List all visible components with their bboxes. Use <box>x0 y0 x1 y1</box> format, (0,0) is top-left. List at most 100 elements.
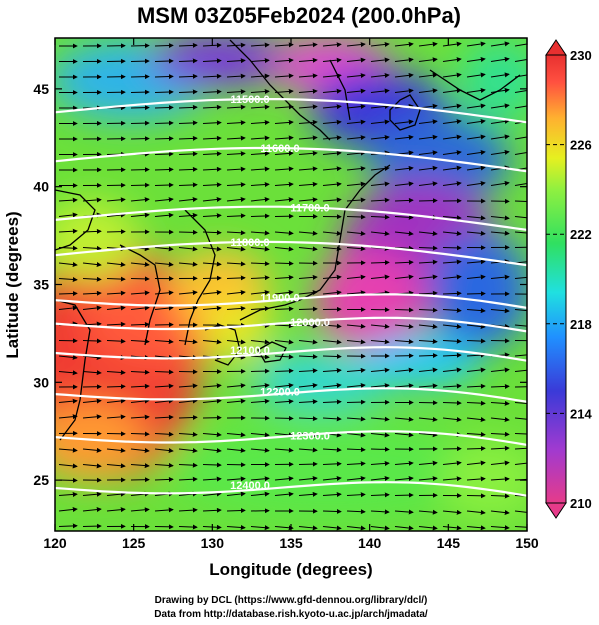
wind-arrow <box>370 197 390 203</box>
wind-arrow <box>58 291 78 297</box>
wind-arrow <box>466 181 486 186</box>
height-contour-line <box>55 146 527 173</box>
wind-arrow <box>370 416 390 422</box>
wind-arrow <box>322 339 342 345</box>
wind-arrow <box>82 245 102 251</box>
wind-arrow <box>202 58 222 64</box>
wind-arrow <box>346 166 366 172</box>
wind-arrow <box>154 339 174 345</box>
wind-arrow <box>250 246 270 252</box>
wind-arrow <box>274 415 294 421</box>
wind-arrow <box>154 212 174 218</box>
wind-arrow <box>178 42 198 48</box>
wind-arrow <box>346 181 366 187</box>
wind-arrow <box>346 150 366 156</box>
wind-arrow <box>442 324 462 330</box>
wind-arrow <box>274 339 294 345</box>
wind-arrow <box>322 135 342 141</box>
wind-arrow <box>154 58 174 64</box>
wind-arrow <box>418 509 438 515</box>
wind-arrow <box>466 525 486 531</box>
wind-arrow <box>274 181 294 187</box>
wind-arrow <box>346 197 366 203</box>
wind-arrow <box>370 509 390 515</box>
wind-arrow <box>298 166 318 172</box>
y-axis-label: Latitude (degrees) <box>3 211 22 358</box>
wind-arrow <box>82 414 102 420</box>
wind-arrow <box>178 89 198 95</box>
wind-arrow <box>514 417 527 420</box>
wind-arrow <box>250 120 270 126</box>
contour-label: 12100.0 <box>230 345 270 357</box>
wind-arrow <box>514 231 527 234</box>
wind-arrow <box>346 57 366 63</box>
wind-arrow <box>130 507 150 513</box>
wind-arrow <box>106 338 126 344</box>
wind-arrow <box>490 149 510 155</box>
wind-arrow <box>274 73 294 79</box>
y-axis: 25 30 35 40 45 <box>33 81 527 488</box>
wind-arrow <box>154 414 174 420</box>
wind-arrow <box>226 447 246 453</box>
wind-arrow <box>250 476 270 482</box>
wind-arrow <box>298 447 318 453</box>
wind-arrow <box>130 431 150 437</box>
wind-arrow <box>442 57 462 63</box>
wind-arrow <box>298 104 318 110</box>
wind-arrow <box>202 120 222 126</box>
wind-arrow <box>58 398 78 404</box>
wind-arrow <box>202 290 222 296</box>
wind-arrow <box>394 72 414 78</box>
wind-arrow <box>202 339 222 345</box>
wind-arrow <box>178 431 198 437</box>
wind-arrow <box>370 181 390 187</box>
wind-arrow <box>346 214 366 220</box>
temperature-field <box>55 38 527 531</box>
wind-arrow <box>202 135 222 141</box>
wind-arrow <box>154 105 174 111</box>
wind-arrow <box>322 447 342 453</box>
wind-arrow <box>202 151 222 157</box>
wind-arrow <box>442 72 462 78</box>
wind-arrow <box>58 370 78 376</box>
wind-arrow <box>58 523 78 529</box>
wind-arrow <box>58 354 78 360</box>
wind-arrow <box>514 447 527 450</box>
wind-arrow <box>370 367 390 373</box>
wind-arrow <box>514 136 527 140</box>
wind-arrow <box>442 230 462 236</box>
wind-arrow <box>418 416 438 422</box>
wind-arrow <box>58 276 78 282</box>
wind-arrow <box>418 525 438 531</box>
wind-arrow <box>274 260 294 266</box>
wind-arrow <box>298 88 318 94</box>
wind-arrow <box>274 491 294 497</box>
wind-arrow <box>466 460 486 466</box>
wind-arrow <box>370 274 390 280</box>
wind-arrow <box>370 460 390 466</box>
wind-arrow <box>322 166 342 172</box>
wind-arrow <box>274 166 294 172</box>
wind-arrow <box>418 165 438 171</box>
wind-arrow <box>154 167 174 173</box>
wind-arrow <box>490 230 510 236</box>
wind-arrow <box>82 447 102 453</box>
wind-arrow <box>346 42 366 48</box>
wind-arrow <box>514 200 527 202</box>
wind-arrow <box>130 305 150 311</box>
wind-arrow <box>274 323 294 329</box>
wind-arrow <box>442 88 462 94</box>
wind-arrow <box>298 150 318 156</box>
wind-arrow <box>178 290 198 296</box>
wind-arrow <box>394 88 414 94</box>
height-contour-line <box>55 481 527 497</box>
wind-arrow <box>82 463 102 469</box>
wind-arrow <box>466 352 486 358</box>
wind-arrow <box>202 104 222 110</box>
wind-arrow <box>106 383 126 389</box>
wind-arrow <box>298 135 318 141</box>
wind-arrow <box>82 290 102 296</box>
wind-arrow <box>490 417 510 423</box>
wind-arrow <box>394 41 414 47</box>
wind-arrow <box>514 433 527 435</box>
